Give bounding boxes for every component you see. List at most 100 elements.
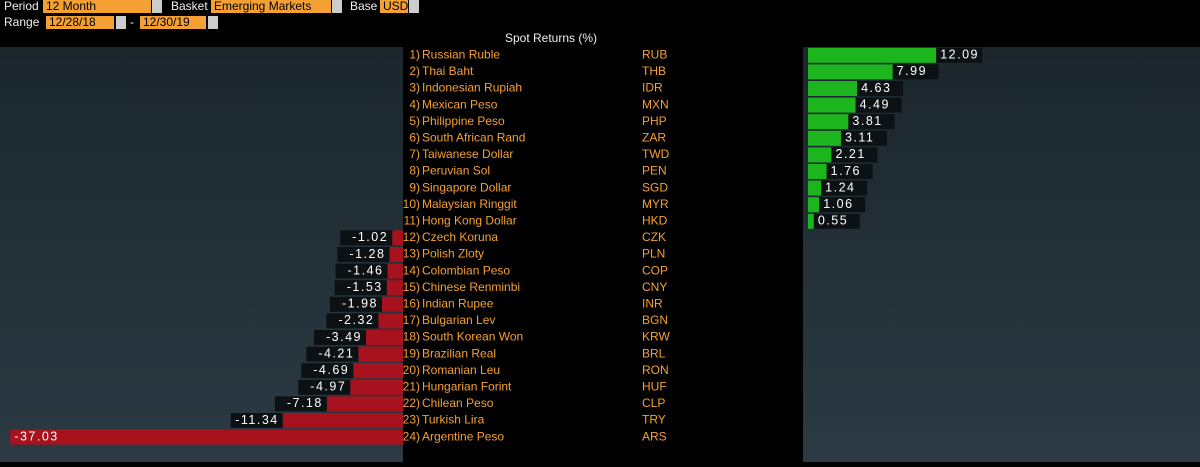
currency-code: BGN — [642, 313, 668, 327]
value-label: 3.81 — [852, 114, 882, 128]
value-label-bg — [813, 213, 860, 229]
value-label-bg — [298, 379, 351, 395]
value-label: -37.03 — [14, 429, 58, 443]
value-label-bg — [335, 263, 388, 279]
bar — [387, 263, 403, 279]
value-label-bg — [330, 296, 383, 312]
currency-name: Bulgarian Lev — [422, 313, 495, 327]
rank: 19) — [403, 346, 420, 360]
currency-code: CNY — [642, 280, 667, 294]
currency-name: Peruvian Sol — [422, 164, 490, 178]
base-label: Base — [350, 0, 378, 13]
rank: 21) — [403, 379, 420, 393]
value-label: 7.99 — [897, 64, 927, 78]
value-label: -4.69 — [313, 363, 349, 377]
currency-code: IDR — [642, 81, 663, 95]
currency-name: Malaysian Ringgit — [422, 197, 517, 211]
value-label-bg — [334, 280, 387, 296]
value-label: -1.28 — [349, 247, 385, 261]
basket-label: Basket — [171, 0, 208, 13]
value-label-bg — [831, 147, 878, 163]
bar — [808, 114, 849, 130]
currency-name: Singapore Dollar — [422, 180, 511, 194]
currency-name: Chilean Peso — [422, 396, 494, 410]
currency-code: BRL — [642, 346, 666, 360]
bar — [353, 363, 403, 379]
rank: 10) — [403, 197, 420, 211]
value-label-bg — [821, 180, 868, 196]
range-end-field[interactable] — [140, 16, 206, 29]
currency-code: RUB — [642, 47, 667, 61]
range-start[interactable]: 12/28/18 — [49, 15, 96, 29]
currency-name: Chinese Renminbi — [422, 280, 520, 294]
value-label: 4.49 — [860, 97, 890, 111]
value-label: -7.18 — [287, 396, 323, 410]
base-field[interactable] — [380, 0, 408, 13]
bar — [326, 396, 403, 412]
value-label: 4.63 — [861, 81, 891, 95]
currency-name: Russian Ruble — [422, 47, 500, 61]
range-label: Range — [4, 15, 40, 29]
currency-name: Mexican Peso — [422, 97, 498, 111]
period-dropdown[interactable] — [152, 0, 162, 13]
range-start-field[interactable] — [46, 16, 114, 29]
value-label: 3.11 — [845, 131, 874, 145]
bar — [808, 47, 937, 63]
bar — [808, 197, 820, 213]
currency-name: Colombian Peso — [422, 263, 510, 277]
rank: 9) — [409, 180, 420, 194]
basket-dropdown[interactable] — [332, 0, 342, 13]
currency-name: Taiwanese Dollar — [422, 147, 513, 161]
currency-name: Philippine Peso — [422, 114, 505, 128]
currency-code: TWD — [642, 147, 670, 161]
value-label-bg — [840, 130, 887, 146]
rank: 14) — [403, 263, 420, 277]
value-label-bg — [337, 247, 390, 262]
value-label-bg — [819, 197, 866, 213]
currency-code: TRY — [642, 413, 666, 427]
bar — [358, 346, 403, 362]
currency-code: COP — [642, 263, 668, 277]
basket-field[interactable] — [211, 0, 331, 13]
currency-name: Czech Koruna — [422, 230, 498, 244]
bar — [392, 230, 403, 246]
rank: 12) — [403, 230, 420, 244]
period-label: Period — [4, 0, 39, 13]
currency-name: Polish Zloty — [422, 247, 484, 261]
chart-title: Spot Returns (%) — [505, 31, 597, 45]
bar — [389, 247, 403, 262]
rank: 1) — [409, 47, 420, 61]
bar — [382, 296, 403, 312]
value-label: -11.34 — [235, 413, 279, 427]
range-separator: - — [130, 15, 134, 29]
value-label: -2.32 — [338, 313, 374, 327]
rank: 3) — [409, 81, 420, 95]
value-label-bg — [326, 313, 379, 329]
base-dropdown[interactable] — [409, 0, 419, 13]
value-label: -4.21 — [318, 346, 354, 360]
base-value[interactable]: USD — [383, 0, 409, 13]
currency-code: MYR — [642, 197, 669, 211]
currency-code: PLN — [642, 247, 665, 261]
period-field[interactable] — [43, 0, 151, 13]
bar — [808, 180, 822, 196]
range-end-picker[interactable] — [208, 16, 218, 29]
basket-value[interactable]: Emerging Markets — [214, 0, 311, 13]
rank: 4) — [409, 97, 420, 111]
currency-code: INR — [642, 296, 663, 310]
range-start-picker[interactable] — [116, 16, 126, 29]
range-end[interactable]: 12/30/19 — [143, 15, 190, 29]
rank: 15) — [403, 280, 420, 294]
currency-code: ZAR — [642, 130, 666, 144]
value-label-bg — [892, 64, 939, 80]
value-label-bg — [857, 81, 904, 96]
value-label: 12.09 — [940, 48, 979, 62]
value-label: -1.98 — [342, 297, 378, 311]
rank: 8) — [409, 164, 420, 178]
bar — [378, 313, 403, 329]
period-value[interactable]: 12 Month — [46, 0, 96, 13]
value-label: -3.49 — [326, 330, 362, 344]
currency-code: CLP — [642, 396, 665, 410]
currency-name: Hong Kong Dollar — [422, 213, 517, 227]
currency-code: MXN — [642, 97, 669, 111]
